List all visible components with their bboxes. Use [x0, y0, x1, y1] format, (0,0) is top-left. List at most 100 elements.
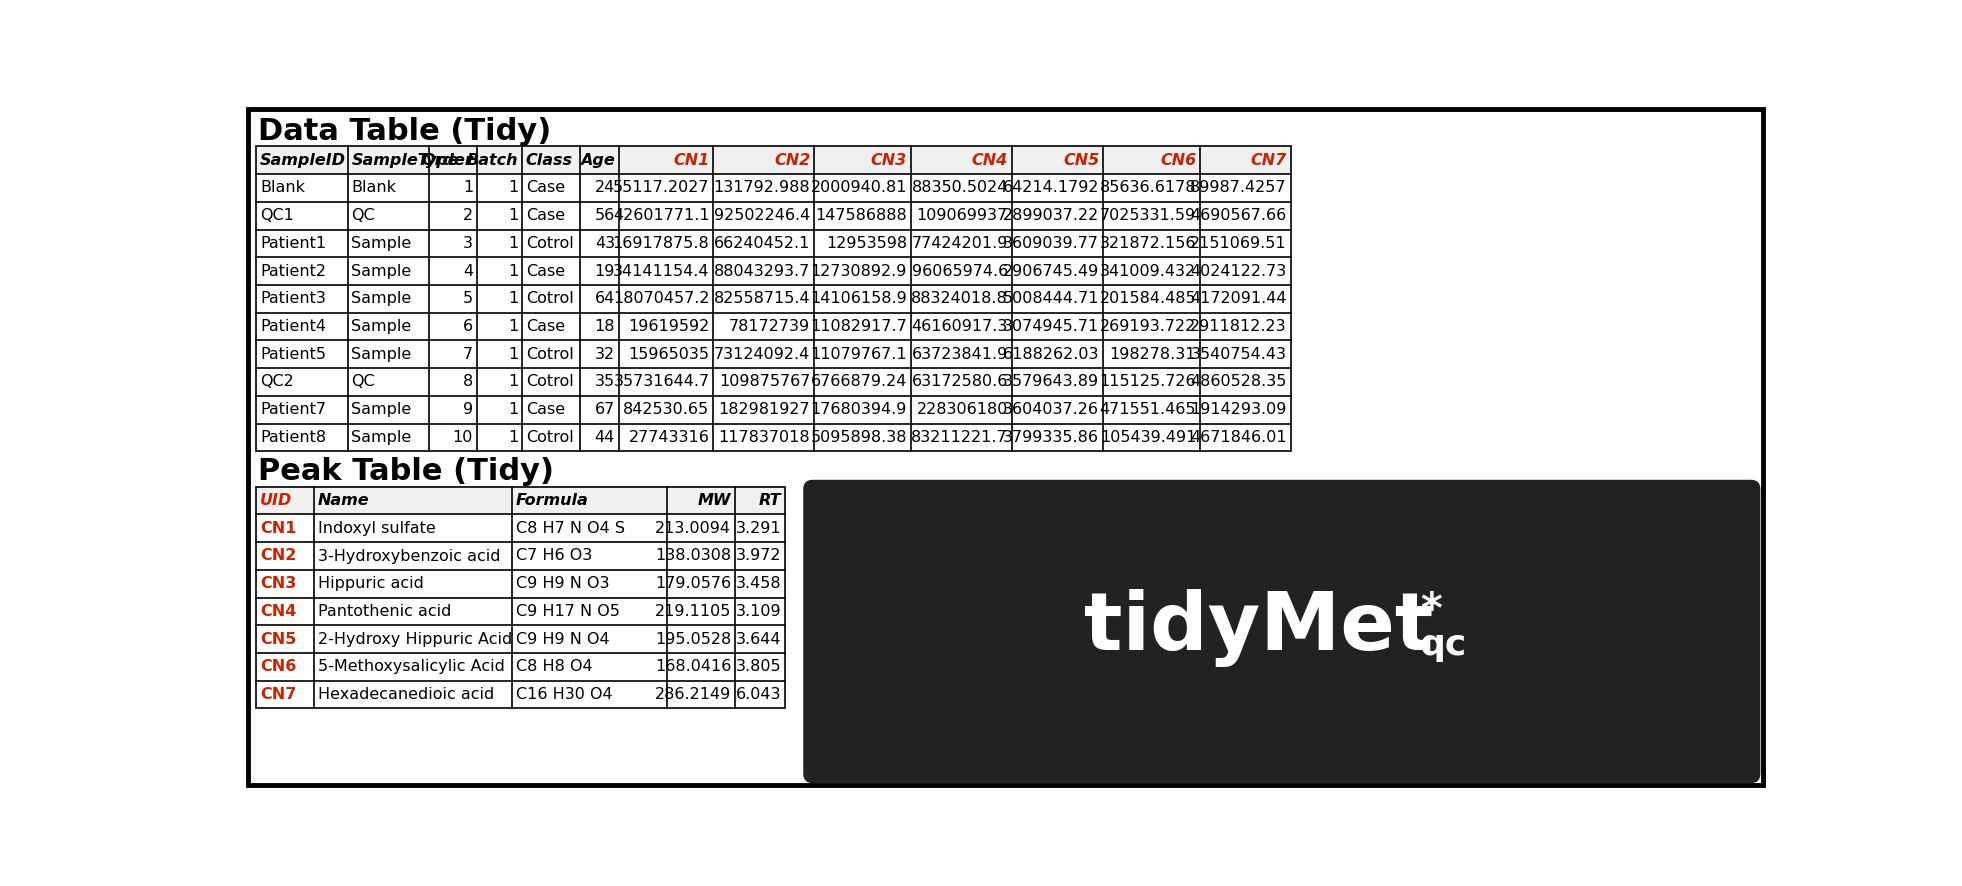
Text: 5008444.71: 5008444.71 — [1003, 291, 1099, 307]
Text: Cotrol: Cotrol — [526, 346, 573, 361]
Text: 10: 10 — [453, 430, 473, 445]
Text: 64: 64 — [594, 291, 614, 307]
Text: 96065974.6: 96065974.6 — [912, 264, 1008, 278]
Text: 3: 3 — [463, 236, 473, 251]
Text: 3.805: 3.805 — [736, 659, 781, 674]
Bar — [257, 146, 1291, 451]
Text: Patient1: Patient1 — [261, 236, 326, 251]
Text: 2000940.81: 2000940.81 — [810, 181, 906, 196]
Text: CN7: CN7 — [1250, 152, 1287, 167]
Text: Sample: Sample — [351, 319, 412, 334]
Text: Hexadecanedioic acid: Hexadecanedioic acid — [318, 688, 494, 702]
Text: QC: QC — [351, 208, 375, 223]
Text: Patient4: Patient4 — [261, 319, 326, 334]
Text: Blank: Blank — [261, 181, 304, 196]
Text: Class: Class — [526, 152, 573, 167]
Text: 11082917.7: 11082917.7 — [810, 319, 906, 334]
Text: Case: Case — [526, 264, 565, 278]
Text: 12953598: 12953598 — [826, 236, 906, 251]
Text: CN2: CN2 — [261, 548, 296, 563]
Text: 66240452.1: 66240452.1 — [714, 236, 810, 251]
Text: C8 H8 O4: C8 H8 O4 — [516, 659, 593, 674]
Text: 471551.465: 471551.465 — [1099, 402, 1197, 417]
Text: 78172739: 78172739 — [730, 319, 810, 334]
Text: 6188262.03: 6188262.03 — [1003, 346, 1099, 361]
Text: Case: Case — [526, 181, 565, 196]
Text: Patient5: Patient5 — [261, 346, 326, 361]
Text: Pantothenic acid: Pantothenic acid — [318, 604, 451, 619]
Text: 67: 67 — [594, 402, 614, 417]
Text: 43: 43 — [594, 236, 614, 251]
Text: 2911812.23: 2911812.23 — [1191, 319, 1287, 334]
Text: 88350.5024: 88350.5024 — [912, 181, 1008, 196]
Text: 2-Hydroxy Hippuric Acid: 2-Hydroxy Hippuric Acid — [318, 632, 512, 647]
Text: 1: 1 — [508, 319, 518, 334]
Text: 3-Hydroxybenzoic acid: 3-Hydroxybenzoic acid — [318, 548, 500, 563]
Text: Case: Case — [526, 402, 565, 417]
Text: Name: Name — [318, 494, 369, 508]
Text: 8: 8 — [463, 375, 473, 390]
Text: 115125.726: 115125.726 — [1099, 375, 1197, 390]
Text: 219.1105: 219.1105 — [655, 604, 732, 619]
Bar — [257, 486, 785, 709]
Text: 105439.491: 105439.491 — [1101, 430, 1197, 445]
Text: 1914293.09: 1914293.09 — [1191, 402, 1287, 417]
Text: 4024122.73: 4024122.73 — [1191, 264, 1287, 278]
Text: CN6: CN6 — [1160, 152, 1197, 167]
Text: 1: 1 — [508, 291, 518, 307]
Text: Data Table (Tidy): Data Table (Tidy) — [257, 117, 551, 146]
Text: 2151069.51: 2151069.51 — [1191, 236, 1287, 251]
Text: Blank: Blank — [351, 181, 396, 196]
Text: C7 H6 O3: C7 H6 O3 — [516, 548, 593, 563]
Text: Sample: Sample — [351, 264, 412, 278]
Text: C9 H17 N O5: C9 H17 N O5 — [516, 604, 620, 619]
Text: CN3: CN3 — [261, 576, 296, 591]
Bar — [257, 146, 1291, 174]
Text: 14106158.9: 14106158.9 — [810, 291, 906, 307]
Text: 19619592: 19619592 — [628, 319, 710, 334]
Text: 182981927: 182981927 — [718, 402, 810, 417]
Text: 4: 4 — [463, 264, 473, 278]
Text: 11079767.1: 11079767.1 — [810, 346, 906, 361]
Text: CN5: CN5 — [261, 632, 296, 647]
Text: 83211221.7: 83211221.7 — [910, 430, 1008, 445]
Text: 56: 56 — [594, 208, 614, 223]
Text: CN4: CN4 — [261, 604, 296, 619]
Text: 4690567.66: 4690567.66 — [1191, 208, 1287, 223]
Text: Sample: Sample — [351, 236, 412, 251]
Text: 73124092.4: 73124092.4 — [714, 346, 810, 361]
Text: 341009.432: 341009.432 — [1101, 264, 1197, 278]
Text: 2899037.22: 2899037.22 — [1003, 208, 1099, 223]
Text: QC: QC — [351, 375, 375, 390]
Text: qc: qc — [1420, 628, 1468, 663]
Text: 6.043: 6.043 — [736, 688, 781, 702]
Text: 55117.2027: 55117.2027 — [612, 181, 710, 196]
Text: 5: 5 — [463, 291, 473, 307]
Text: SampleID: SampleID — [261, 152, 345, 167]
Text: Sample: Sample — [351, 402, 412, 417]
Text: 4172091.44: 4172091.44 — [1191, 291, 1287, 307]
Text: 1: 1 — [508, 208, 518, 223]
Text: CN2: CN2 — [773, 152, 810, 167]
Text: 5-Methoxysalicylic Acid: 5-Methoxysalicylic Acid — [318, 659, 504, 674]
Text: 269193.722: 269193.722 — [1101, 319, 1197, 334]
Text: 1: 1 — [508, 264, 518, 278]
Text: Cotrol: Cotrol — [526, 375, 573, 390]
Text: Case: Case — [526, 319, 565, 334]
Text: 19: 19 — [594, 264, 614, 278]
Text: 6766879.24: 6766879.24 — [810, 375, 906, 390]
Text: 1: 1 — [508, 346, 518, 361]
Text: 1: 1 — [508, 236, 518, 251]
Text: 168.0416: 168.0416 — [655, 659, 732, 674]
Text: Age: Age — [581, 152, 614, 167]
Text: 3609039.77: 3609039.77 — [1003, 236, 1099, 251]
Text: 35: 35 — [594, 375, 614, 390]
Text: 131792.988: 131792.988 — [714, 181, 810, 196]
Text: *: * — [1420, 590, 1442, 633]
Text: Sample: Sample — [351, 291, 412, 307]
Text: 7025331.59: 7025331.59 — [1101, 208, 1197, 223]
Text: 12730892.9: 12730892.9 — [810, 264, 906, 278]
Text: 842530.65: 842530.65 — [624, 402, 710, 417]
Text: 213.0094: 213.0094 — [655, 521, 732, 536]
Text: 3.644: 3.644 — [736, 632, 781, 647]
